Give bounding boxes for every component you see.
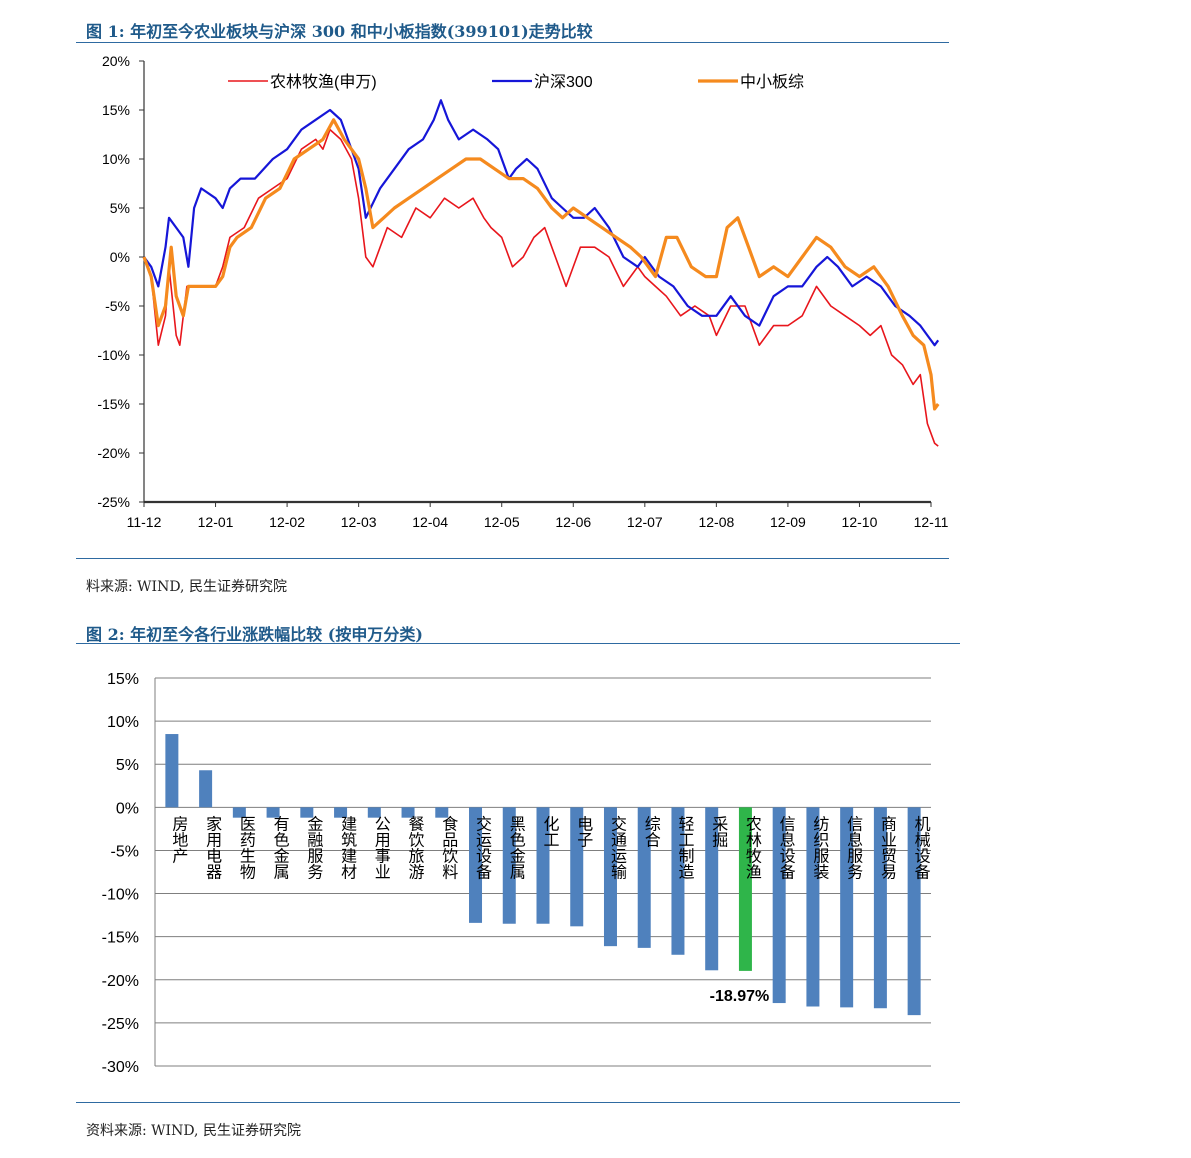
bar (705, 807, 719, 971)
y-tick-label: -30% (102, 1059, 139, 1076)
category-label: 建筑建材 (338, 815, 357, 879)
bar (536, 807, 550, 924)
category-label: 商业贸易 (878, 815, 897, 880)
bar (738, 807, 752, 971)
figure2-source: 资料来源: WIND, 民生证券研究院 (86, 1123, 301, 1139)
bar (873, 807, 887, 1009)
x-tick-label: 11-12 (127, 514, 162, 530)
y-tick-label: -15% (97, 396, 130, 412)
figure1-title-rule (76, 42, 949, 43)
x-tick-label: 12-09 (770, 514, 806, 530)
category-label: 交通运输 (608, 815, 627, 879)
x-tick-label: 12-06 (555, 514, 591, 530)
y-tick-label: 20% (102, 53, 130, 69)
category-label: 轻工制造 (675, 815, 694, 879)
bar (199, 770, 213, 808)
bar (469, 807, 483, 923)
category-label: 房地产 (169, 815, 188, 863)
series-line-1 (143, 99, 940, 347)
x-tick-label: 12-08 (698, 514, 734, 530)
y-tick-label: 0% (116, 800, 139, 817)
figure2-title-rule (76, 643, 960, 644)
y-tick-label: -10% (102, 887, 139, 904)
y-tick-label: -15% (102, 930, 139, 947)
category-label: 纺织服装 (810, 815, 829, 879)
category-label: 食品饮料 (439, 815, 458, 879)
y-tick-label: -25% (97, 494, 130, 510)
x-tick-label: 12-07 (627, 514, 663, 530)
bar (266, 807, 280, 818)
x-tick-label: 12-01 (198, 514, 234, 530)
bar (401, 807, 415, 818)
figure1-source: 料来源: WIND, 民生证券研究院 (86, 579, 287, 595)
y-tick-label: -5% (111, 843, 139, 860)
y-tick-label: 10% (107, 714, 139, 731)
y-tick-label: -20% (102, 973, 139, 990)
x-tick-label: 12-10 (842, 514, 878, 530)
y-tick-label: 15% (102, 102, 130, 118)
bar (502, 807, 516, 924)
x-tick-label: 12-04 (412, 514, 448, 530)
figure1-title: 图 1: 年初至今农业板块与沪深 300 和中小板指数(399101)走势比较 (86, 22, 593, 41)
bar (671, 807, 685, 955)
bar (603, 807, 617, 947)
bar (637, 807, 651, 948)
y-tick-label: 10% (102, 151, 130, 167)
legend-label: 沪深300 (534, 73, 593, 91)
category-label: 综合 (642, 815, 661, 847)
bar (435, 807, 449, 818)
line-chart: 20% 15% 10% 5% 0% -5% -10% -15% -20% -25% 11-12 12-… (97, 53, 948, 530)
bar (367, 807, 381, 818)
category-label: 公用事业 (372, 815, 391, 879)
x-tick-label: 12-11 (914, 514, 949, 530)
category-label: 餐饮旅游 (406, 815, 425, 880)
legend-label: 农林牧渔(申万) (270, 73, 377, 91)
category-label: 家用电器 (203, 815, 222, 879)
bar (334, 807, 348, 818)
x-tick-label: 12-03 (341, 514, 377, 530)
bar (570, 807, 584, 927)
y-tick-label: 0% (110, 249, 130, 265)
category-label: 有色金属 (271, 815, 290, 879)
y-tick-label: -10% (97, 347, 130, 363)
category-label: 交运设备 (473, 815, 492, 879)
figure2-title: 图 2: 年初至今各行业涨跌幅比较 (按申万分类) (86, 625, 423, 644)
y-tick-label: 15% (107, 671, 139, 688)
category-label: 金融服务 (304, 815, 323, 880)
bar (806, 807, 820, 1007)
y-tick-label: 5% (116, 757, 139, 774)
category-label: 采掘 (709, 815, 728, 848)
category-label: 医药生物 (237, 815, 256, 880)
category-label: 化工 (541, 815, 560, 847)
figure1-bottom-rule (76, 558, 949, 559)
category-label: 信息服务 (844, 815, 863, 880)
bar (300, 807, 314, 818)
bar (165, 734, 179, 808)
category-label: 黑色金属 (507, 815, 526, 879)
category-label: 农林牧渔 (743, 815, 762, 879)
series-line-0 (143, 128, 939, 447)
x-tick-label: 12-02 (269, 514, 305, 530)
bar-chart: 15% 10% 5% 0% -5% -10% -15% -20% -25% -30% 房地产 家用电器… (102, 671, 931, 1076)
category-label: 电子 (574, 815, 593, 847)
series-line-2 (142, 118, 940, 411)
bar (772, 807, 786, 1004)
bar (232, 807, 246, 818)
bar (840, 807, 854, 1008)
figure2-bottom-rule (76, 1102, 960, 1103)
y-tick-label: -5% (105, 298, 130, 314)
highlight-annotation: -18.97% (710, 988, 770, 1005)
legend-label: 中小板综 (740, 73, 804, 91)
y-tick-label: 5% (110, 200, 130, 216)
y-tick-label: -25% (102, 1016, 139, 1033)
category-label: 信息设备 (777, 815, 796, 879)
bar (907, 807, 921, 1016)
y-tick-label: -20% (97, 445, 130, 461)
category-label: 机械设备 (912, 815, 931, 879)
x-tick-label: 12-05 (484, 514, 520, 530)
